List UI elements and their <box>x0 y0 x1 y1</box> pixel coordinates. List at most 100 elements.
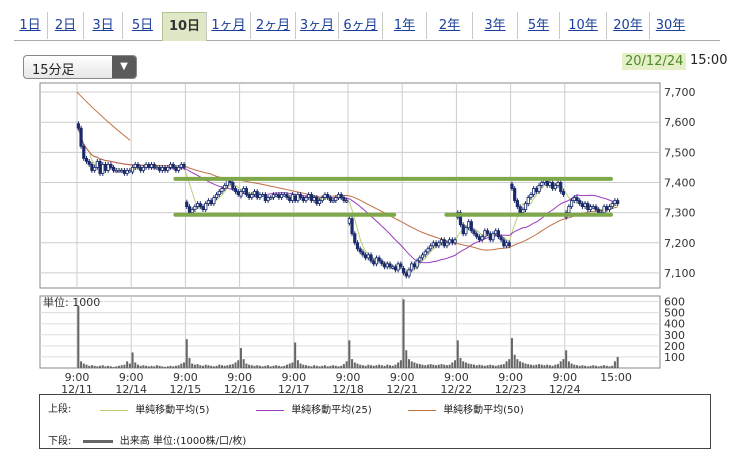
candle-body <box>521 209 525 214</box>
interval-select-label: 15分足 <box>32 63 75 78</box>
candle-body <box>437 242 441 247</box>
candle-body <box>174 167 178 171</box>
candle-body <box>602 206 606 214</box>
candle-body <box>431 242 435 247</box>
volume-tick-label: 300 <box>664 329 685 342</box>
candle-body <box>331 200 335 203</box>
volume-bar <box>202 365 205 368</box>
tab-15[interactable]: 20年 <box>606 12 649 39</box>
volume-bar <box>586 366 589 368</box>
candle-body <box>274 194 278 197</box>
volume-bar <box>613 361 616 368</box>
tab-9[interactable]: 6ヶ月 <box>338 12 382 39</box>
volume-bar <box>329 365 332 368</box>
volume-bar <box>77 305 80 368</box>
candle-body <box>109 163 113 168</box>
tab-10[interactable]: 1年 <box>382 12 426 39</box>
candle-body <box>271 194 276 198</box>
volume-bar <box>267 365 270 368</box>
candle-body <box>231 182 235 189</box>
candle-body <box>388 263 392 268</box>
tab-2[interactable]: 2日 <box>47 12 83 39</box>
candle-body <box>480 236 484 241</box>
interval-select[interactable]: 15分足 ▼ <box>23 55 137 79</box>
volume-bar <box>589 365 592 368</box>
candle-body <box>374 257 379 265</box>
volume-bar <box>286 364 289 368</box>
volume-bar <box>600 365 603 368</box>
candle-body <box>307 194 311 198</box>
candle-body <box>583 203 587 208</box>
volume-bar <box>199 365 202 368</box>
candle-body <box>144 163 148 168</box>
volume-bar <box>394 364 397 368</box>
candle-body <box>369 254 373 262</box>
candle-body <box>510 183 514 189</box>
chevron-down-icon[interactable]: ▼ <box>112 56 136 78</box>
legend-label-ma5: 単純移動平均(5) <box>135 405 210 416</box>
tab-11[interactable]: 2年 <box>426 12 472 39</box>
candle-body <box>488 233 492 241</box>
volume-bar <box>223 365 226 368</box>
volume-bar <box>364 365 367 368</box>
volume-bar <box>258 365 261 368</box>
candle-body <box>572 197 576 201</box>
candle-body <box>120 170 124 173</box>
volume-bar <box>123 364 126 368</box>
candle-body <box>209 200 213 204</box>
volume-bar <box>345 361 348 368</box>
candle-body <box>179 163 183 168</box>
volume-bar <box>372 365 375 368</box>
candle-body <box>466 221 471 229</box>
candle-body <box>130 167 135 173</box>
candle-body <box>84 157 89 162</box>
tab-16[interactable]: 30年 <box>649 12 691 39</box>
volume-bar <box>510 338 513 368</box>
volume-bar <box>529 364 532 368</box>
tab-14[interactable]: 10年 <box>559 12 606 39</box>
volume-bar <box>115 366 118 368</box>
x-tick-time: 9:00 <box>552 371 577 384</box>
volume-bar <box>594 365 597 368</box>
volume-bar <box>429 364 432 368</box>
volume-bar <box>253 365 256 368</box>
volume-bar <box>340 365 343 368</box>
candle-body <box>445 242 449 247</box>
volume-bar <box>118 365 121 368</box>
volume-bar <box>302 364 305 368</box>
candle-body <box>106 163 110 171</box>
volume-bar <box>334 365 337 368</box>
candle-body <box>597 209 601 214</box>
candle-body <box>101 163 105 174</box>
volume-tick-label: 200 <box>664 340 685 353</box>
candle-body <box>450 239 454 244</box>
volume-bar <box>147 366 150 368</box>
tab-12[interactable]: 3年 <box>472 12 517 39</box>
tab-6[interactable]: 1ヶ月 <box>206 12 250 39</box>
volume-tick-label: 400 <box>664 318 685 331</box>
tab-8[interactable]: 3ヶ月 <box>295 12 338 39</box>
candle-body <box>364 254 368 259</box>
tab-5[interactable]: 10日 <box>162 12 207 41</box>
candle-body <box>412 263 416 268</box>
volume-bar <box>248 364 251 368</box>
candle-body <box>353 233 357 244</box>
volume-bar <box>90 365 93 368</box>
tab-4[interactable]: 5日 <box>122 12 162 39</box>
tab-1[interactable]: 1日 <box>19 18 41 33</box>
moving-average-50-tail <box>76 91 131 141</box>
candle-body <box>315 197 319 204</box>
candle-body <box>491 233 495 241</box>
legend-item-ma5: 単純移動平均(5) <box>92 401 209 416</box>
volume-bar <box>584 365 587 368</box>
tab-3[interactable]: 3日 <box>83 12 122 39</box>
volume-bar <box>107 365 110 368</box>
volume-bar <box>218 364 221 368</box>
volume-bar <box>93 365 96 368</box>
volume-bar <box>418 364 421 368</box>
volume-bar <box>575 365 578 368</box>
volume-legend-swatch <box>82 439 113 443</box>
volume-bar <box>294 342 297 368</box>
tab-13[interactable]: 5年 <box>517 12 559 39</box>
tab-7[interactable]: 2ヶ月 <box>250 12 295 39</box>
